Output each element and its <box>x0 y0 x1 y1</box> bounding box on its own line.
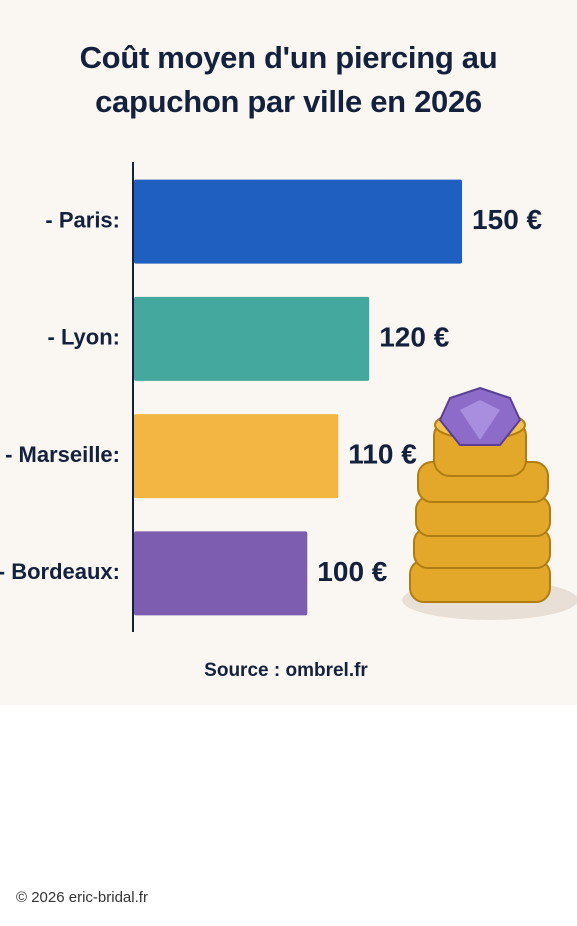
value-label: 150 € <box>472 204 542 235</box>
footer: © 2026 eric-bridal.fr <box>16 889 148 906</box>
coin-illustration <box>402 386 577 620</box>
value-label: 120 € <box>379 321 449 352</box>
value-label: 110 € <box>348 439 417 470</box>
source: Source : ombrel.fr <box>204 660 368 681</box>
bar <box>134 531 308 616</box>
chart-title: Coût moyen d'un piercing au capuchon par… <box>79 40 498 119</box>
chart: Source : ombrel.fr - Paris: 150 € - Lyon: 1… <box>0 162 577 681</box>
bar <box>134 296 370 381</box>
y-tick-label: - Paris: <box>45 207 120 232</box>
y-tick-label: - Bordeaux: <box>0 559 120 584</box>
y-tick-label: - Lyon: <box>48 325 121 350</box>
value-label: 100 € <box>317 556 387 587</box>
bar <box>134 414 339 499</box>
y-tick-label: - Marseille: <box>5 442 120 467</box>
bar <box>134 179 463 264</box>
